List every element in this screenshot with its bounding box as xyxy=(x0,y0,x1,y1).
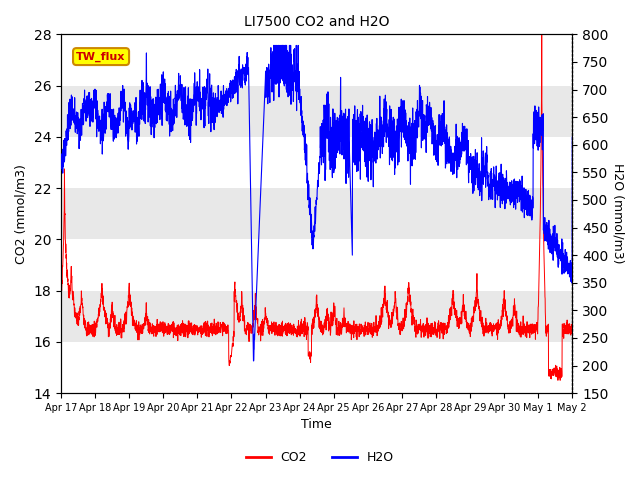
Y-axis label: H2O (mmol/m3): H2O (mmol/m3) xyxy=(612,164,625,264)
Bar xyxy=(61,85,572,137)
Bar xyxy=(61,188,572,240)
Legend: CO2, H2O: CO2, H2O xyxy=(241,446,399,469)
Bar xyxy=(61,290,572,342)
Bar xyxy=(61,240,572,290)
Bar xyxy=(61,35,572,85)
Bar xyxy=(61,137,572,188)
Y-axis label: CO2 (mmol/m3): CO2 (mmol/m3) xyxy=(15,164,28,264)
Title: LI7500 CO2 and H2O: LI7500 CO2 and H2O xyxy=(244,15,389,29)
Bar xyxy=(61,342,572,393)
X-axis label: Time: Time xyxy=(301,419,332,432)
Text: TW_flux: TW_flux xyxy=(76,51,125,62)
